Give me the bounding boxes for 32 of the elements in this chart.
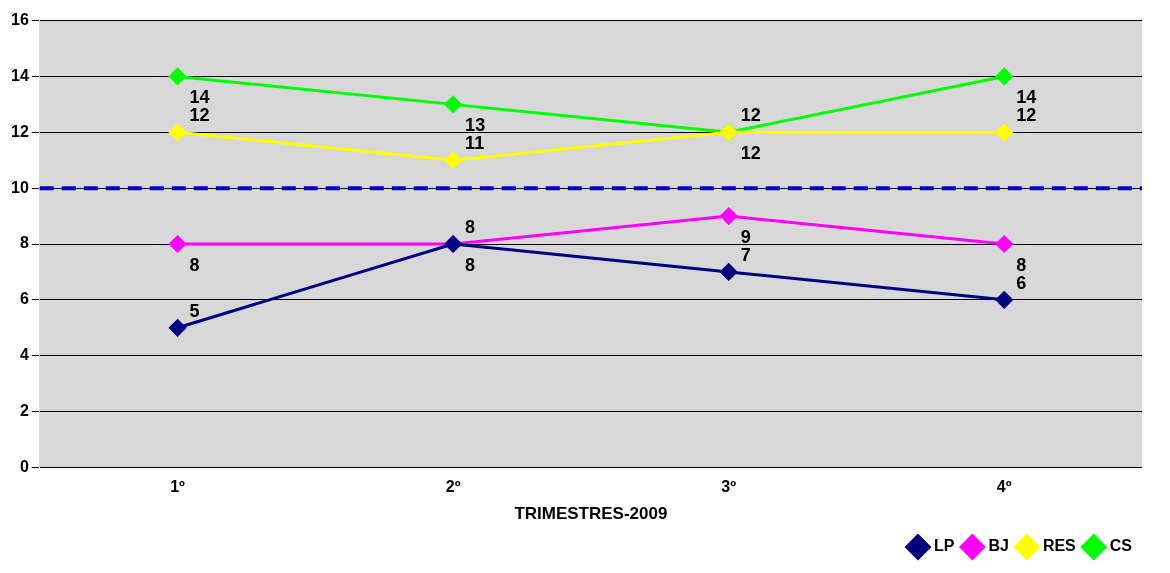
data-label: 12 — [1016, 105, 1037, 126]
data-label: 8 — [465, 254, 476, 275]
data-label: 8 — [1016, 254, 1027, 275]
x-tick-label: 3º — [721, 478, 737, 496]
data-label: 14 — [189, 87, 210, 108]
legend-label: BJ — [988, 537, 1009, 555]
y-tick-label: 10 — [11, 178, 29, 196]
data-label: 12 — [740, 143, 761, 164]
data-label: 12 — [740, 105, 761, 126]
x-axis-title: TRIMESTRES-2009 — [514, 504, 668, 524]
legend-label: CS — [1109, 537, 1133, 555]
y-tick-label: 2 — [19, 401, 29, 419]
y-tick-label: 4 — [19, 346, 29, 364]
data-label: 11 — [465, 133, 485, 154]
x-tick-label: 4º — [996, 478, 1012, 496]
data-label: 13 — [465, 115, 486, 136]
x-tick-label: 1º — [170, 478, 186, 496]
y-tick-label: 16 — [11, 11, 29, 29]
data-label: 5 — [189, 300, 200, 321]
x-tick-label: 2º — [445, 478, 461, 496]
data-label: 8 — [465, 216, 476, 237]
y-tick-label: 6 — [19, 290, 29, 308]
y-tick-label: 14 — [11, 66, 29, 84]
y-tick-label: 12 — [11, 122, 29, 140]
data-label: 14 — [1016, 87, 1037, 108]
legend-label: LP — [933, 537, 955, 555]
legend-label: RES — [1042, 537, 1077, 555]
y-tick-label: 0 — [19, 457, 29, 475]
data-label: 6 — [1016, 272, 1027, 293]
data-label: 8 — [189, 254, 200, 275]
y-tick-label: 8 — [19, 234, 29, 252]
data-label: 12 — [189, 105, 210, 126]
